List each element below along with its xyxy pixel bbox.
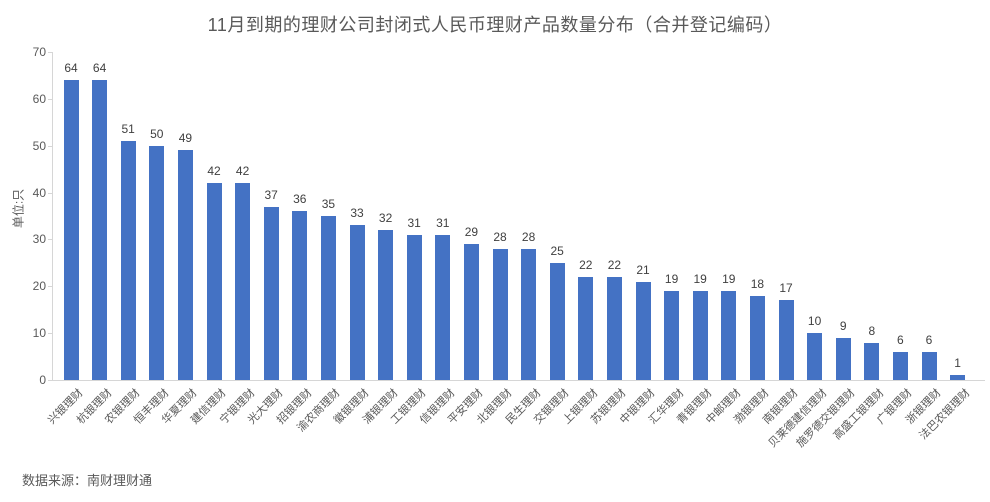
- bar: [120, 141, 136, 380]
- bar: [92, 80, 108, 380]
- bar-value-label: 9: [839, 318, 847, 333]
- y-axis-tick: [48, 52, 52, 53]
- bar: [492, 248, 508, 380]
- bar-value-label: 42: [207, 164, 221, 179]
- bar: [235, 183, 251, 380]
- bar: [292, 211, 308, 380]
- y-axis-tick: [48, 98, 52, 100]
- y-axis-tick-label: 40: [32, 185, 46, 200]
- bar-value-label: 31: [436, 215, 450, 230]
- bar: [378, 230, 394, 380]
- bar-value-label: 19: [664, 271, 679, 286]
- bar-value-label: 25: [550, 243, 564, 258]
- bar-value-label: 37: [264, 187, 278, 202]
- bar: [692, 290, 708, 380]
- bar: [349, 225, 365, 380]
- bar-value-label: 8: [868, 323, 876, 338]
- y-axis-tick: [48, 380, 52, 381]
- bar: [721, 290, 737, 380]
- bar-value-label: 19: [722, 271, 736, 286]
- bar-value-label: 50: [150, 126, 164, 141]
- bar-value-label: 33: [350, 206, 364, 221]
- bar: [664, 290, 680, 380]
- y-axis-tick-label: 0: [39, 373, 46, 387]
- y-axis-tick-label: 50: [32, 138, 46, 153]
- bar-value-label: 22: [579, 257, 593, 272]
- bar: [578, 276, 594, 380]
- bar-value-label: 22: [607, 257, 622, 272]
- bar: [320, 216, 336, 380]
- x-axis-line: [52, 380, 985, 381]
- bar: [864, 342, 880, 380]
- bar-value-label: 32: [378, 211, 393, 226]
- bar: [606, 276, 622, 380]
- bar: [263, 206, 279, 380]
- bar: [549, 262, 565, 380]
- bar-value-label: 51: [121, 122, 135, 137]
- source-note: 数据来源：南财理财通: [22, 473, 153, 488]
- bar-value-label: 6: [897, 332, 904, 347]
- bar-value-label: 21: [636, 262, 650, 277]
- bar-value-label: 36: [293, 192, 307, 207]
- y-axis-tick-label: 10: [32, 326, 46, 341]
- bar-value-label: 28: [521, 229, 536, 244]
- bar: [950, 375, 966, 380]
- bar: [463, 244, 479, 380]
- bar: [635, 281, 651, 380]
- bar: [177, 150, 193, 380]
- bar: [149, 145, 165, 380]
- bar-value-label: 64: [92, 61, 107, 76]
- y-axis-tick: [48, 286, 52, 288]
- bar: [921, 351, 937, 380]
- bar: [435, 234, 451, 380]
- bar: [835, 337, 851, 380]
- y-axis-tick-label: 60: [32, 91, 46, 106]
- y-axis-line: [52, 52, 53, 381]
- bar-value-label: 1: [954, 356, 961, 371]
- bar-value-label: 64: [64, 61, 78, 76]
- bar: [521, 248, 537, 380]
- bar: [778, 300, 794, 380]
- bar-value-label: 6: [925, 332, 933, 347]
- bar: [807, 333, 823, 380]
- y-axis-tick: [48, 239, 52, 241]
- bar: [892, 351, 908, 380]
- chart-title: 11月到期的理财公司封闭式人民币理财产品数量分布（合并登记编码）: [207, 15, 783, 35]
- bar-value-label: 28: [493, 229, 507, 244]
- y-axis-tick-label: 20: [32, 279, 46, 294]
- y-axis-tick: [48, 333, 52, 335]
- bar: [749, 295, 765, 380]
- bar-value-label: 31: [407, 215, 421, 230]
- y-axis-tick: [48, 192, 52, 194]
- y-axis-tick: [48, 145, 52, 147]
- bar: [406, 234, 422, 380]
- bar-value-label: 18: [750, 276, 765, 291]
- bar-value-label: 49: [178, 131, 193, 146]
- bar: [206, 183, 222, 380]
- bar: [63, 80, 79, 380]
- bar-value-label: 42: [235, 164, 250, 179]
- y-axis-tick-label: 30: [32, 232, 46, 247]
- bar-value-label: 10: [807, 314, 822, 329]
- bar-value-label: 35: [321, 197, 336, 211]
- y-axis-tick-label: 70: [32, 45, 46, 59]
- bar-value-label: 19: [693, 271, 707, 286]
- bar-value-label: 29: [464, 225, 479, 240]
- bar-value-label: 17: [779, 281, 793, 296]
